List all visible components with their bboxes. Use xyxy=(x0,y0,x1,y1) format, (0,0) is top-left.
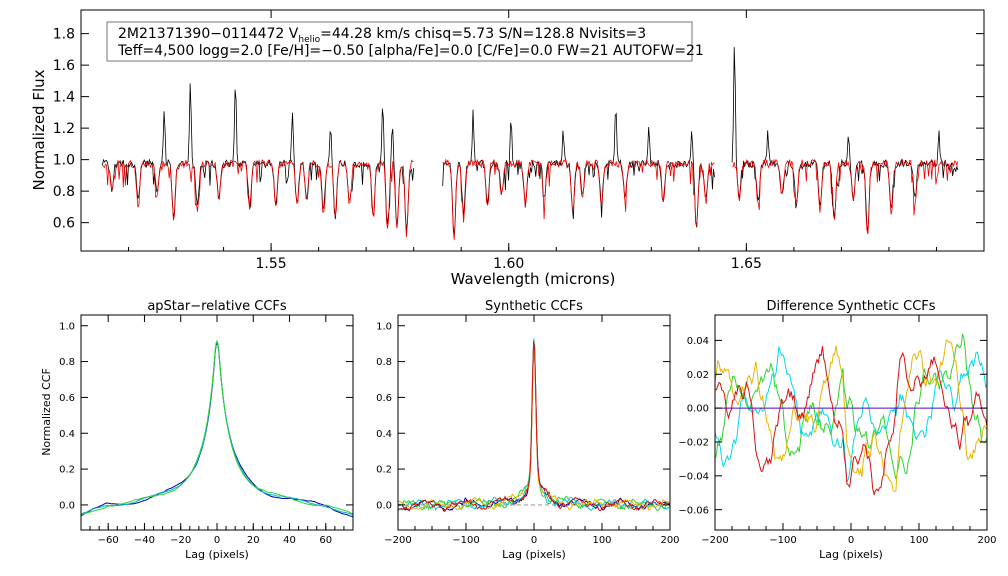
spectrum-plot-frame xyxy=(80,9,985,252)
y-tick-label: 0.0 xyxy=(376,501,392,512)
y-tick-label: 0.8 xyxy=(59,357,75,368)
spectrum-title-box xyxy=(106,21,693,62)
spectrum-title-line2: Teff=4,500 logg=2.0 [Fe/H]=−0.50 [alpha/… xyxy=(117,43,704,59)
synthetic-ccf-xlabel: Lag (pixels) xyxy=(502,548,566,561)
x-tick-label: 200 xyxy=(660,535,679,546)
ccf-line-visit-1 xyxy=(80,341,354,517)
x-tick-label: −100 xyxy=(769,535,796,546)
spectrum-series xyxy=(101,47,959,240)
apstar-ccf-xlabel: Lag (pixels) xyxy=(185,548,249,561)
x-tick-label: 20 xyxy=(247,535,260,546)
y-tick-label: 0.4 xyxy=(59,429,75,440)
x-tick-label: −100 xyxy=(452,535,479,546)
y-tick-label: 0.6 xyxy=(376,393,392,404)
y-tick-label: 0.02 xyxy=(687,370,709,381)
apstar-ccf-series xyxy=(80,339,354,517)
x-tick-label: −60 xyxy=(98,535,119,546)
x-tick-label: 0 xyxy=(531,535,537,546)
synthetic-ccf-title: Synthetic CCFs xyxy=(485,299,583,314)
x-tick-label: 200 xyxy=(977,535,996,546)
synthetic-ccf-panel: −200 −100 0 100 200 0.0 0.2 0.4 0.6 0.8 1.0 Synthe… xyxy=(376,299,679,561)
synthetic-ccf-line-visit-2 xyxy=(397,338,670,512)
difference-ccf-line-visit-1 xyxy=(714,346,988,483)
synthetic-ccf-series xyxy=(397,338,670,512)
difference-ccf-ticks: −200 −100 0 100 200 −0.06 −0.04 −0.02 0.00 0.02 0.… xyxy=(678,315,997,546)
synthetic-ccf-line-visit-1 xyxy=(397,344,670,512)
y-tick-label: 0.8 xyxy=(53,184,75,200)
y-tick-label: 1.0 xyxy=(53,153,75,169)
difference-ccf-series xyxy=(714,333,988,497)
x-tick-label: 1.60 xyxy=(493,256,524,272)
spectrum-title-line1: 2M21371390−0114472 Vhelio=44.28 km/s chi… xyxy=(118,26,646,45)
y-tick-label: 0.0 xyxy=(59,501,75,512)
difference-ccf-title: Difference Synthetic CCFs xyxy=(766,299,935,314)
x-tick-label: −20 xyxy=(170,535,191,546)
y-tick-label: 0.4 xyxy=(376,429,392,440)
spectrum-ticks: 1.55 1.60 1.65 0.6 0.8 1.0 1.2 1.4 1.6 1.8 xyxy=(53,10,984,272)
x-tick-label: 1.55 xyxy=(256,256,287,272)
difference-ccf-line-visit-4 xyxy=(714,346,988,497)
y-tick-label: 0.6 xyxy=(59,393,75,404)
ccf-line-visit-2 xyxy=(80,340,354,516)
apstar-ccf-ticks: −60 −40 −20 0 20 40 60 0.0 0.2 0.4 0.6 0.8 1.0 xyxy=(59,315,354,546)
synthetic-ccf-ticks: −200 −100 0 100 200 0.0 0.2 0.4 0.6 0.8 1.0 xyxy=(376,315,680,546)
y-tick-label: 0.04 xyxy=(687,336,709,347)
y-tick-label: −0.06 xyxy=(678,505,709,516)
y-tick-label: 0.8 xyxy=(376,357,392,368)
y-tick-label: 1.4 xyxy=(53,90,75,106)
difference-ccf-line-visit-3 xyxy=(714,339,988,492)
x-tick-label: 0 xyxy=(214,535,220,546)
difference-ccf-line-visit-2 xyxy=(714,333,988,480)
apstar-ccf-panel: −60 −40 −20 0 20 40 60 0.0 0.2 0.4 0.6 0.8 1.0 apSta… xyxy=(40,299,354,561)
synthetic-ccf-line-visit-5 xyxy=(397,340,670,512)
y-tick-label: 1.8 xyxy=(53,27,75,43)
difference-ccf-xlabel: Lag (pixels) xyxy=(819,548,883,561)
y-tick-label: 0.6 xyxy=(53,216,75,232)
y-tick-label: 1.0 xyxy=(376,321,392,332)
y-tick-label: 0.2 xyxy=(376,465,392,476)
x-tick-label: −200 xyxy=(701,535,728,546)
y-tick-label: −0.02 xyxy=(678,438,709,449)
y-tick-label: 1.6 xyxy=(53,58,75,74)
ccf-line-visit-3 xyxy=(80,339,354,516)
x-tick-label: 40 xyxy=(283,535,296,546)
y-tick-label: 0.2 xyxy=(59,465,75,476)
y-tick-label: 1.0 xyxy=(59,321,75,332)
apstar-ccf-plot-frame xyxy=(80,314,354,531)
y-tick-label: −0.04 xyxy=(678,471,709,482)
x-tick-label: −200 xyxy=(384,535,411,546)
synthetic-ccf-line-visit-4 xyxy=(397,350,670,511)
x-tick-label: 100 xyxy=(909,535,928,546)
model-spectrum-line xyxy=(102,158,959,240)
x-tick-label: 100 xyxy=(592,535,611,546)
x-tick-label: 1.65 xyxy=(731,256,762,272)
observed-spectrum-line xyxy=(101,47,959,237)
synthetic-ccf-line-visit-3 xyxy=(397,343,670,511)
x-tick-label: 60 xyxy=(319,535,332,546)
difference-ccf-panel: −200 −100 0 100 200 −0.06 −0.04 −0.02 0.00 0.02 0.… xyxy=(678,299,996,561)
apstar-ccf-title: apStar−relative CCFs xyxy=(147,299,287,314)
spectrum-panel: 1.55 1.60 1.65 0.6 0.8 1.0 1.2 1.4 1.6 1.8 2M2137… xyxy=(30,9,985,288)
difference-ccf-plot-frame xyxy=(714,314,988,531)
y-tick-label: 1.2 xyxy=(53,121,75,137)
y-tick-label: 0.00 xyxy=(687,404,709,415)
x-tick-label: 0 xyxy=(848,535,854,546)
spectrum-xlabel: Wavelength (microns) xyxy=(451,270,616,288)
apstar-ccf-ylabel: Normalized CCF xyxy=(40,368,53,456)
x-tick-label: −40 xyxy=(134,535,155,546)
spectrum-ylabel: Normalized Flux xyxy=(30,69,48,190)
